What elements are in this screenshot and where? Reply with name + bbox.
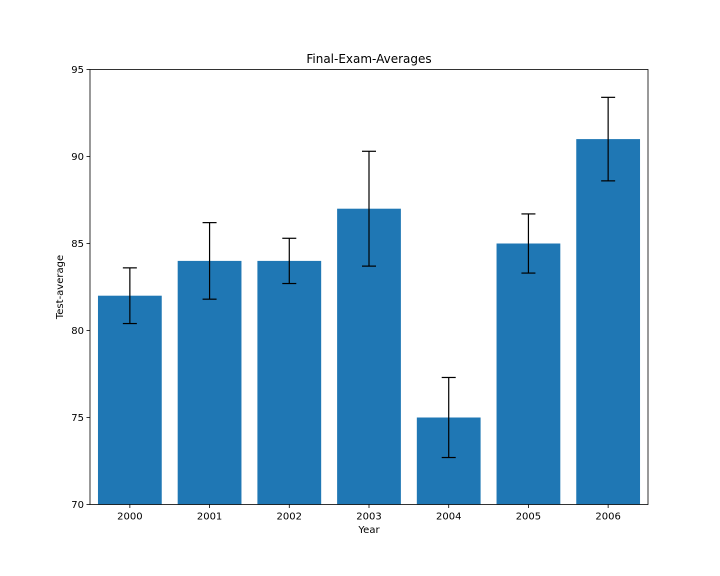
x-tick-label-2005: 2005 — [516, 512, 541, 523]
x-tick-label-2004: 2004 — [436, 512, 461, 523]
bar-2005 — [496, 243, 561, 505]
y-tick-label-70: 70 — [71, 500, 84, 511]
y-tick-label-75: 75 — [71, 413, 84, 424]
x-tick-label-2002: 2002 — [277, 512, 302, 523]
x-tick-label-2000: 2000 — [117, 512, 142, 523]
bar-2002 — [257, 260, 322, 505]
y-tick-label-90: 90 — [71, 152, 84, 163]
x-tick-label-2003: 2003 — [356, 512, 381, 523]
x-tick-label-2006: 2006 — [595, 512, 620, 523]
bar-2006 — [576, 139, 641, 505]
x-axis: 2000 2001 2002 2003 2004 2005 2006 — [117, 504, 621, 523]
chart-title: Final-Exam-Averages — [306, 52, 431, 66]
y-axis: 70 75 80 85 90 95 — [71, 65, 90, 511]
bars-group — [97, 139, 641, 505]
x-tick-label-2001: 2001 — [197, 512, 222, 523]
y-tick-label-80: 80 — [71, 326, 84, 337]
y-axis-title: Test-average — [55, 255, 66, 320]
bar-2000 — [97, 295, 162, 505]
error-bars-group — [122, 96, 616, 459]
y-tick-label-95: 95 — [71, 65, 84, 76]
x-axis-title: Year — [357, 525, 380, 536]
y-tick-label-85: 85 — [71, 239, 84, 250]
bar-2001 — [177, 260, 242, 505]
plot-frame — [89, 69, 649, 505]
